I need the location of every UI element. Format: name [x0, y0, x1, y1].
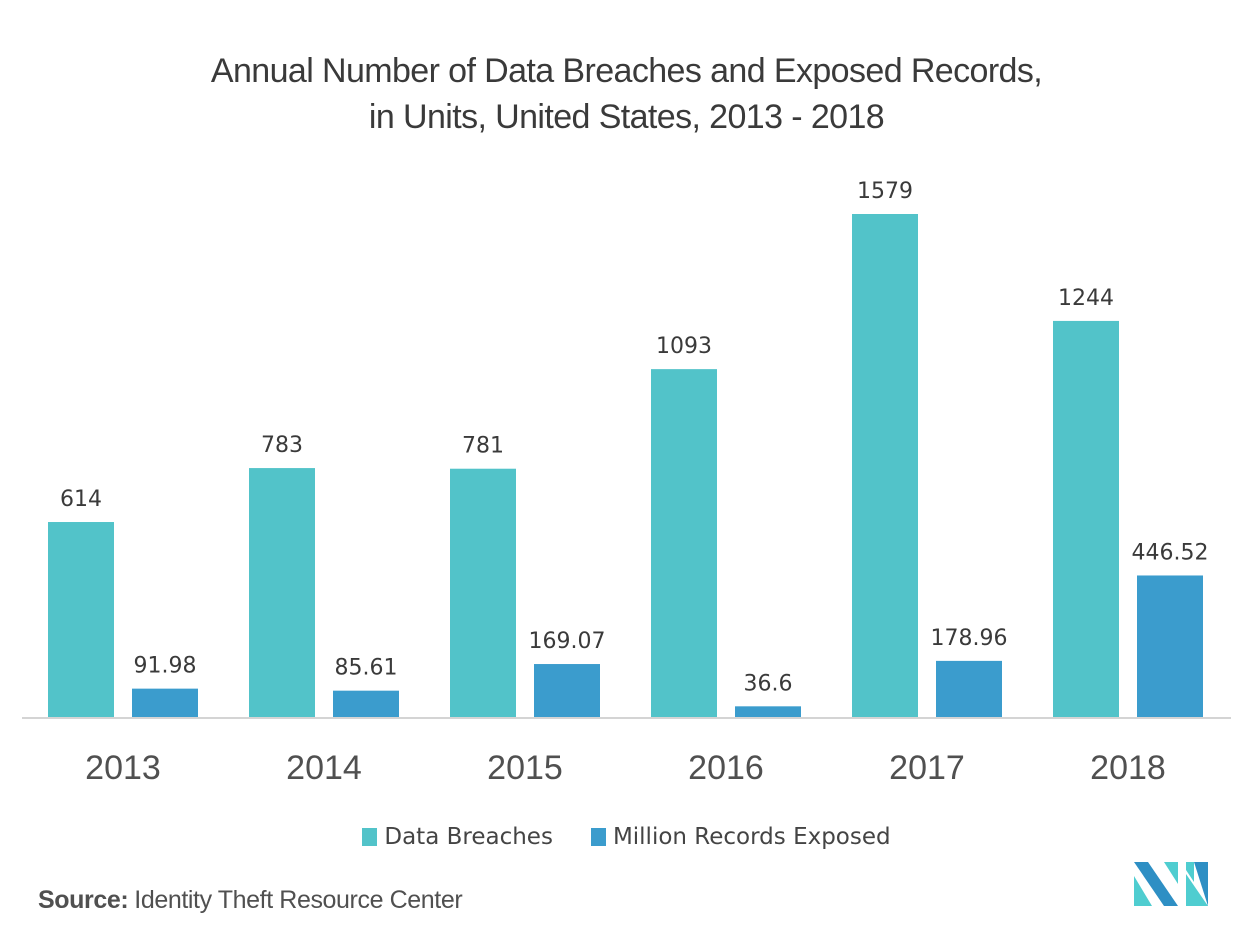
value-label-million-records-exposed-2016: 36.6 — [744, 671, 793, 696]
category-label-2014: 2014 — [286, 749, 362, 787]
value-label-data-breaches-2018: 1244 — [1058, 286, 1114, 311]
value-label-data-breaches-2015: 781 — [462, 434, 504, 459]
legend-swatch-million-records-exposed — [590, 828, 606, 846]
chart-title-line-2: in Units, United States, 2013 - 2018 — [368, 98, 885, 136]
source-label: Source: — [38, 886, 129, 914]
bar-data-breaches-2017 — [852, 214, 918, 718]
bar-million-records-exposed-2014 — [333, 690, 399, 718]
bars-layer — [48, 214, 1203, 718]
bar-data-breaches-2016 — [651, 369, 717, 718]
value-label-data-breaches-2013: 614 — [60, 487, 102, 512]
bar-million-records-exposed-2013 — [132, 688, 198, 718]
value-labels-layer: 614 91.98 783 85.61 781 169.07 1093 36.6 1579 178… — [60, 179, 1208, 696]
legend-item-data-breaches[interactable]: Data Breaches — [362, 824, 553, 850]
bar-data-breaches-2018 — [1053, 320, 1119, 718]
bar-data-breaches-2013 — [48, 522, 114, 718]
category-labels-layer: 2013 2014 2015 2016 2017 2018 — [85, 749, 1166, 787]
legend-swatch-data-breaches — [362, 828, 378, 846]
value-label-data-breaches-2014: 783 — [261, 433, 303, 458]
bar-million-records-exposed-2015 — [534, 664, 600, 718]
category-label-2018: 2018 — [1090, 749, 1166, 787]
category-label-2013: 2013 — [85, 749, 161, 787]
mordor-intelligence-logo-icon — [1134, 862, 1208, 906]
category-label-2015: 2015 — [487, 749, 563, 787]
bar-million-records-exposed-2016 — [735, 706, 801, 718]
legend-item-million-records-exposed[interactable]: Million Records Exposed — [590, 824, 891, 850]
value-label-million-records-exposed-2014: 85.61 — [335, 656, 398, 681]
bar-data-breaches-2014 — [249, 468, 315, 718]
category-label-2017: 2017 — [889, 749, 965, 787]
value-label-million-records-exposed-2017: 178.96 — [931, 626, 1008, 651]
value-label-million-records-exposed-2018: 446.52 — [1132, 540, 1209, 565]
value-label-million-records-exposed-2013: 91.98 — [134, 654, 197, 679]
value-label-data-breaches-2017: 1579 — [857, 179, 913, 204]
source-text: Identity Theft Resource Center — [134, 886, 463, 914]
bar-data-breaches-2015 — [450, 468, 516, 718]
value-label-data-breaches-2016: 1093 — [656, 334, 712, 359]
source-note: Source: Identity Theft Resource Center — [38, 886, 463, 915]
bar-chart: 614 91.98 783 85.61 781 169.07 1093 36.6 1579 178… — [22, 179, 1231, 787]
bar-million-records-exposed-2018 — [1137, 575, 1203, 718]
chart-title: Annual Number of Data Breaches and Expos… — [0, 48, 1253, 140]
chart-title-line-1: Annual Number of Data Breaches and Expos… — [210, 52, 1043, 90]
legend: Data Breaches Million Records Exposed — [0, 824, 1253, 850]
bar-million-records-exposed-2017 — [936, 660, 1002, 718]
value-label-million-records-exposed-2015: 169.07 — [529, 629, 606, 654]
category-label-2016: 2016 — [688, 749, 764, 787]
legend-label-million-records-exposed: Million Records Exposed — [612, 824, 891, 850]
legend-label-data-breaches: Data Breaches — [384, 824, 553, 850]
